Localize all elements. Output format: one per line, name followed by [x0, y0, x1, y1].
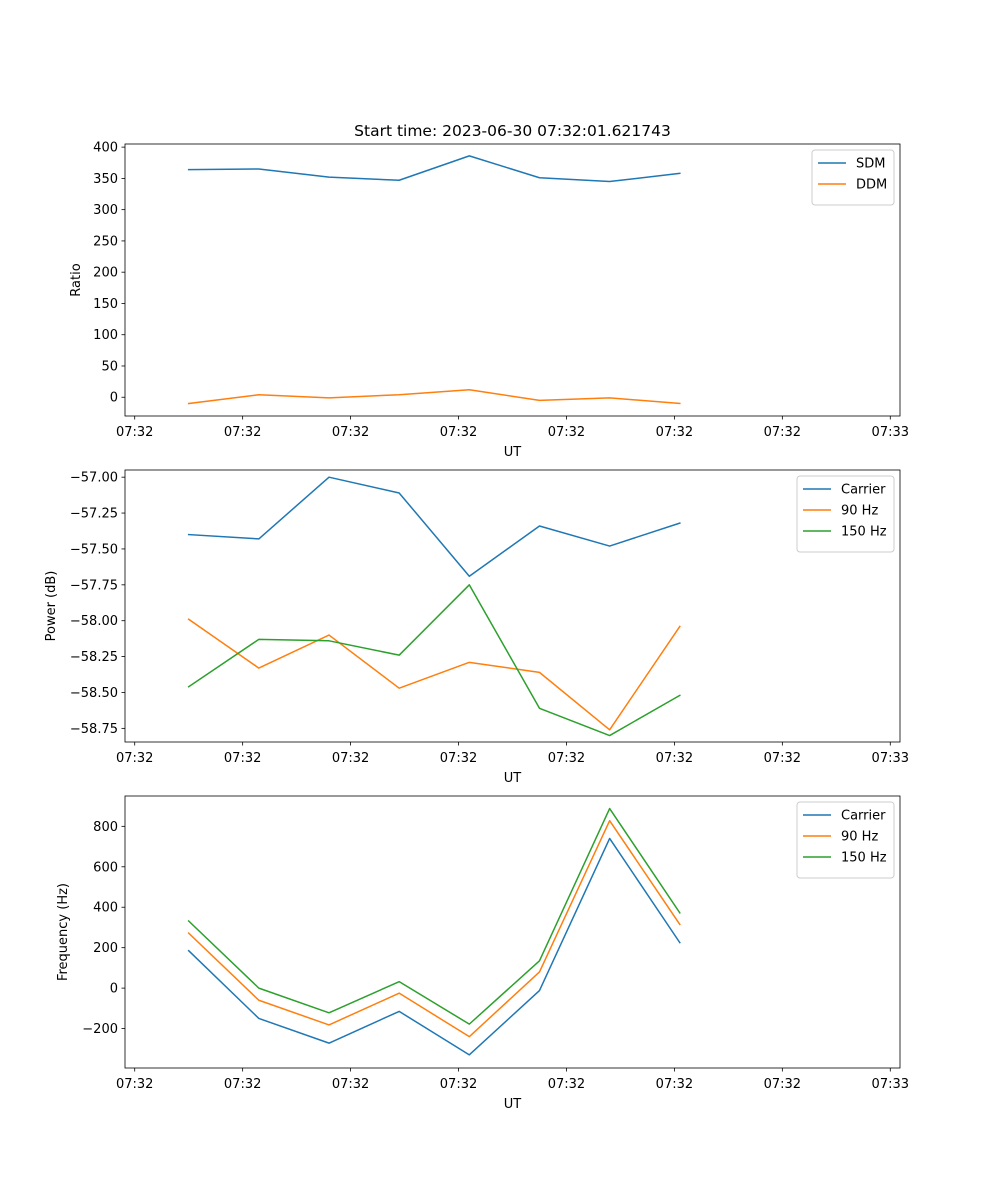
x-tick-label: 07:32 — [224, 1077, 261, 1092]
y-tick-label: −58.00 — [70, 614, 118, 629]
x-tick-label: 07:32 — [548, 1077, 585, 1092]
x-tick-label: 07:32 — [764, 425, 801, 440]
x-tick-label: 07:32 — [440, 425, 477, 440]
x-tick-label: 07:32 — [224, 751, 261, 766]
x-tick-label: 07:32 — [656, 425, 693, 440]
chart-panel-3: 07:32 07:32 07:32 07:32 07:32 07:32 07:32 07:33… — [56, 795, 909, 1112]
series-line-sdm — [187, 155, 681, 183]
axes-frame — [124, 469, 901, 743]
x-tick-label: 07:32 — [116, 751, 153, 766]
x-tick-label: 07:32 — [764, 1077, 801, 1092]
x-tick-label: 07:32 — [332, 1077, 369, 1092]
axes-frame — [124, 143, 901, 417]
legend-label: Carrier — [841, 483, 886, 498]
y-tick-label: 50 — [101, 359, 118, 374]
legend-label: 90 Hz — [841, 504, 878, 519]
series-line-150-hz — [187, 584, 681, 737]
series-line-90-hz — [187, 618, 681, 731]
legend-box — [796, 475, 895, 553]
y-tick-label: −200 — [82, 1022, 118, 1037]
x-tick-label: 07:33 — [872, 751, 909, 766]
y-tick-label: 400 — [93, 901, 118, 916]
x-tick-label: 07:32 — [656, 1077, 693, 1092]
x-axis-label: UT — [504, 1097, 522, 1112]
x-tick-label: 07:32 — [440, 1077, 477, 1092]
y-axis-label: Ratio — [69, 263, 84, 296]
series-line-carrier — [187, 837, 681, 1056]
chart-title: Start time: 2023-06-30 07:32:01.621743 — [354, 122, 671, 140]
y-tick-label: 400 — [93, 141, 118, 156]
legend-label: 90 Hz — [841, 830, 878, 845]
x-axis-label: UT — [504, 445, 522, 460]
x-tick-label: 07:32 — [548, 425, 585, 440]
x-tick-label: 07:33 — [872, 425, 909, 440]
series-line-carrier — [187, 476, 681, 577]
x-tick-label: 07:32 — [764, 751, 801, 766]
y-tick-label: −57.00 — [70, 471, 118, 486]
y-tick-label: 350 — [93, 172, 118, 187]
chart-panel-2: 07:32 07:32 07:32 07:32 07:32 07:32 07:32 07:33… — [44, 469, 909, 786]
y-tick-label: 0 — [110, 982, 118, 997]
x-tick-label: 07:32 — [224, 425, 261, 440]
y-tick-label: 150 — [93, 297, 118, 312]
x-tick-label: 07:32 — [656, 751, 693, 766]
y-tick-label: −58.25 — [70, 650, 118, 665]
x-tick-label: 07:32 — [440, 751, 477, 766]
series-line-ddm — [187, 388, 681, 405]
legend: Carrier 90 Hz 150 Hz — [796, 475, 895, 553]
legend-label: DDM — [856, 178, 887, 193]
y-tick-label: 100 — [93, 328, 118, 343]
series-line-90-hz — [187, 819, 681, 1038]
y-axis-label: Frequency (Hz) — [56, 883, 71, 981]
y-tick-label: −58.75 — [70, 722, 118, 737]
y-tick-label: 600 — [93, 860, 118, 875]
y-tick-label: 800 — [93, 820, 118, 835]
legend-label: 150 Hz — [841, 525, 887, 540]
y-tick-label: 200 — [93, 266, 118, 281]
y-tick-label: −57.50 — [70, 542, 118, 557]
y-tick-label: 0 — [110, 391, 118, 406]
x-tick-label: 07:32 — [116, 425, 153, 440]
y-tick-label: −57.25 — [70, 507, 118, 522]
y-tick-label: −58.50 — [70, 686, 118, 701]
series-line-150-hz — [187, 807, 681, 1025]
x-tick-label: 07:32 — [116, 1077, 153, 1092]
chart-panel-1: 07:32 07:32 07:32 07:32 07:32 07:32 07:32 07:33… — [69, 122, 909, 460]
y-axis-label: Power (dB) — [44, 571, 59, 642]
y-tick-label: 200 — [93, 941, 118, 956]
legend-label: 150 Hz — [841, 851, 887, 866]
x-tick-label: 07:32 — [332, 425, 369, 440]
x-tick-label: 07:32 — [548, 751, 585, 766]
legend: SDM DDM — [811, 149, 895, 206]
y-tick-label: −57.75 — [70, 578, 118, 593]
x-tick-label: 07:33 — [872, 1077, 909, 1092]
y-tick-label: 300 — [93, 203, 118, 218]
x-tick-label: 07:32 — [332, 751, 369, 766]
x-axis-label: UT — [504, 771, 522, 786]
legend-label: Carrier — [841, 809, 886, 824]
axes-frame — [124, 795, 901, 1069]
legend-box — [796, 801, 895, 879]
legend: Carrier 90 Hz 150 Hz — [796, 801, 895, 879]
legend-label: SDM — [856, 157, 885, 172]
y-tick-label: 250 — [93, 234, 118, 249]
